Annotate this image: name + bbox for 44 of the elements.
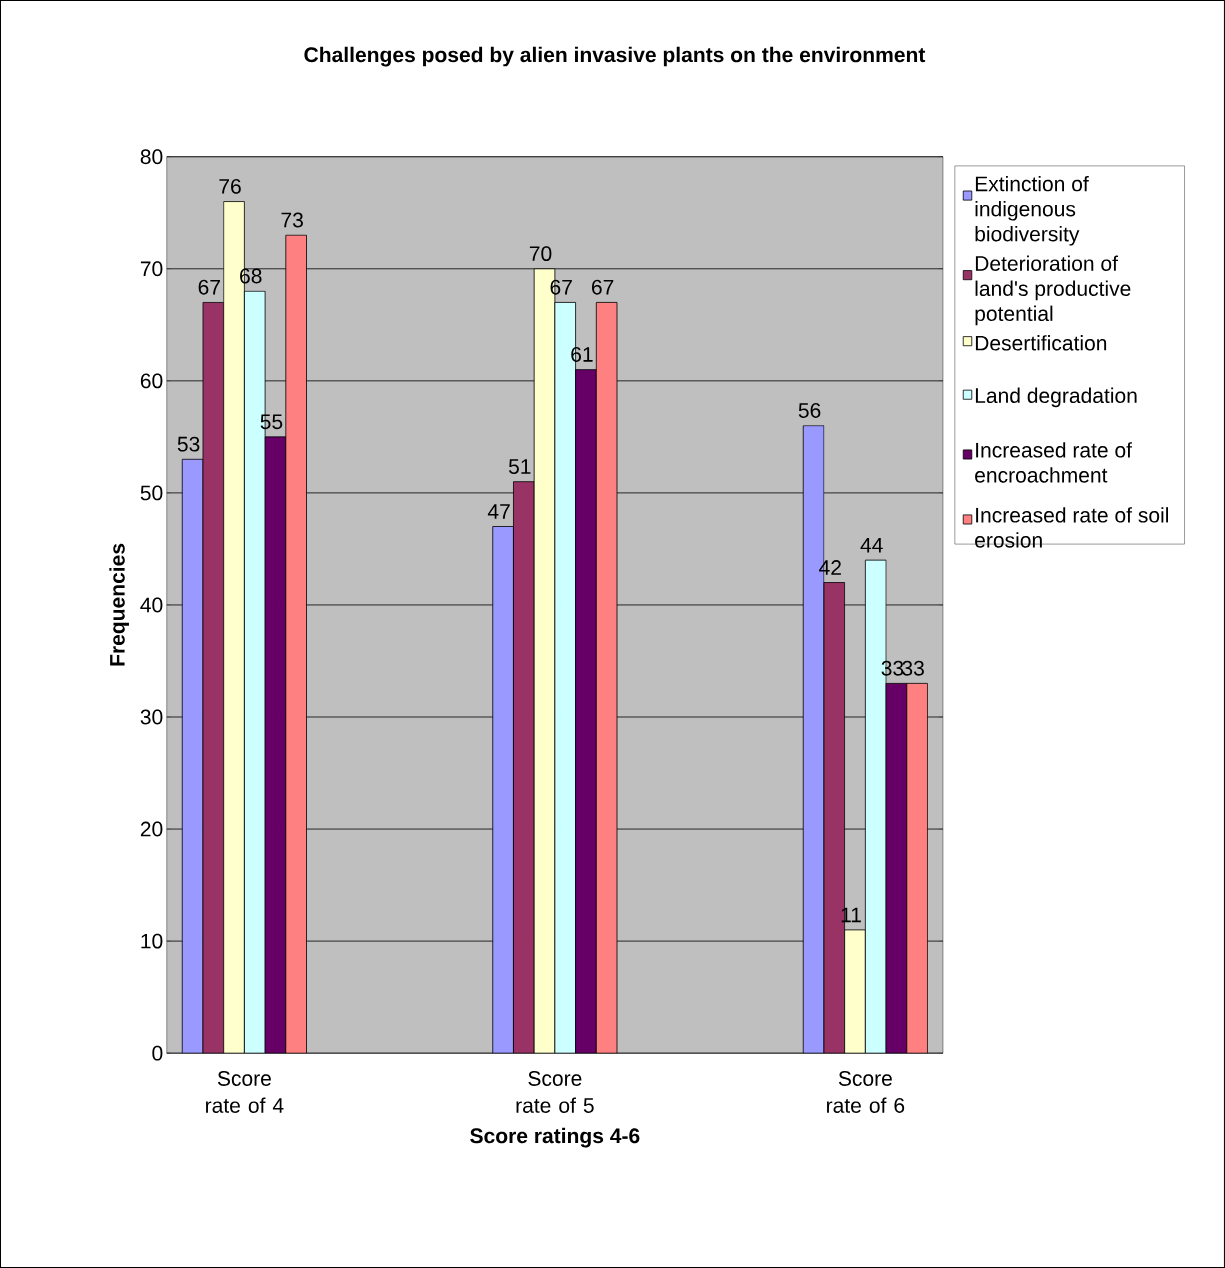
data-label: 55 [260, 414, 283, 430]
data-label: 33 [902, 660, 924, 676]
data-label: 53 [177, 436, 200, 452]
bar [181, 458, 204, 1054]
y-tick-label: 50 [140, 485, 163, 501]
bar [844, 929, 866, 1054]
data-label: 44 [860, 537, 883, 553]
y-tick-label: 30 [140, 709, 163, 725]
y-tick-label: 10 [141, 933, 163, 949]
y-tick-label: 60 [140, 373, 163, 389]
data-label: 67 [198, 279, 220, 295]
legend-label: Land degradation [975, 387, 1137, 408]
y-tick-label: 70 [140, 261, 163, 277]
x-tick-label: Score rate of 5 [516, 1070, 594, 1113]
y-axis-title: Frequencies [109, 543, 129, 666]
data-label: 70 [529, 246, 552, 262]
data-label: 56 [798, 403, 821, 418]
y-tick-label: 20 [140, 821, 163, 837]
legend-label: Extinction of indigenous biodiversity [975, 175, 1089, 246]
bar [575, 369, 597, 1054]
bar [264, 436, 287, 1054]
data-label: 33 [881, 660, 904, 676]
data-label: 51 [508, 459, 531, 474]
legend-label: Deterioration of land's productive potential [975, 255, 1131, 326]
data-label: 47 [487, 504, 510, 519]
legend-label: Increased rate of encroachment [975, 442, 1133, 483]
bar [492, 526, 514, 1054]
bar [906, 682, 928, 1054]
y-tick-label: 80 [140, 149, 163, 165]
legend-label: Desertification [975, 335, 1107, 351]
y-tick-label: 0 [152, 1045, 163, 1061]
x-axis-title: Score ratings 4-6 [470, 1127, 640, 1148]
data-label: 67 [592, 279, 614, 295]
x-tick-label: Score rate of 6 [827, 1070, 905, 1113]
bar [285, 234, 307, 1054]
bar [885, 682, 908, 1054]
x-tick-label: Score rate of 4 [206, 1070, 284, 1113]
chart-title: Challenges posed by alien invasive plants on the environment [304, 46, 926, 67]
data-label: 67 [550, 279, 572, 295]
data-label: 73 [281, 212, 303, 228]
legend-label: Increased rate of soil erosion [975, 507, 1169, 548]
y-tick-label: 40 [140, 597, 163, 613]
bar [595, 302, 618, 1054]
data-label: 76 [219, 178, 241, 194]
